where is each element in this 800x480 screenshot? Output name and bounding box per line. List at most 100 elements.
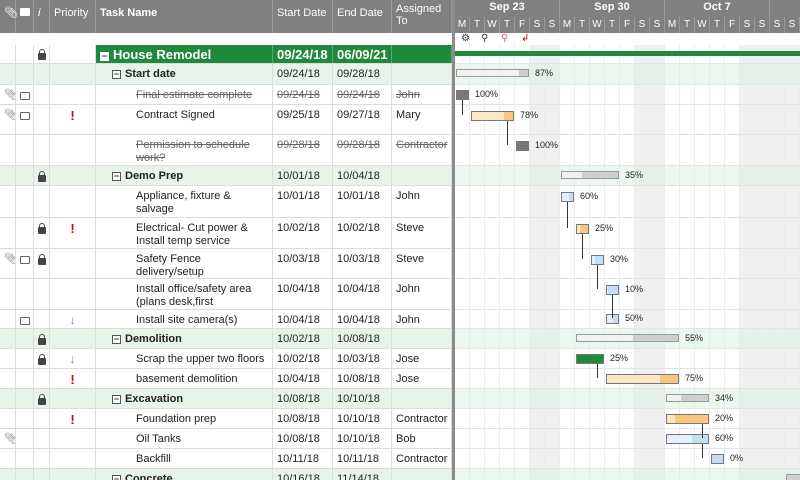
- task-name-cell[interactable]: − Demolition: [96, 329, 273, 348]
- start-cell[interactable]: 10/04/18: [273, 369, 333, 388]
- end-cell[interactable]: 10/04/18: [333, 310, 392, 328]
- assigned-cell[interactable]: Contractor: [392, 409, 452, 428]
- task-bar[interactable]: [711, 454, 724, 464]
- comment-icon[interactable]: [20, 256, 30, 264]
- task-name-cell[interactable]: Permission to schedule work?: [96, 135, 273, 165]
- collapse-toggle[interactable]: −: [112, 69, 121, 79]
- end-cell[interactable]: 10/11/18: [333, 449, 392, 468]
- paperclip-icon[interactable]: 📎︎: [4, 253, 15, 265]
- task-name-cell[interactable]: basement demolition: [96, 369, 273, 388]
- summary-bar[interactable]: [576, 334, 679, 342]
- table-row[interactable]: 📎︎! Contract Signed 09/25/18 09/27/18 Mary: [0, 105, 452, 135]
- critical-path-icon[interactable]: ↲: [521, 33, 530, 44]
- table-row[interactable]: ↓ Install site camera(s) 10/04/18 10/04/18 J…: [0, 310, 452, 329]
- end-cell[interactable]: 10/03/18: [333, 349, 392, 368]
- end-cell[interactable]: 06/09/21: [333, 45, 392, 63]
- zoom-out-icon[interactable]: ⚲: [481, 33, 489, 44]
- summary-bar[interactable]: [456, 69, 529, 77]
- task-name-cell[interactable]: Install office/safety area (plans desk,f…: [96, 279, 273, 309]
- task-name-cell[interactable]: Electrical- Cut power & Install temp ser…: [96, 218, 273, 248]
- assigned-cell[interactable]: [392, 166, 452, 185]
- assigned-cell[interactable]: John: [392, 85, 452, 104]
- end-cell[interactable]: 10/01/18: [333, 186, 392, 217]
- table-row[interactable]: ! Foundation prep 10/08/18 10/10/18 Contract…: [0, 409, 452, 429]
- task-name-cell[interactable]: Scrap the upper two floors: [96, 349, 273, 368]
- end-cell[interactable]: 10/10/18: [333, 429, 392, 448]
- table-row[interactable]: Backfill 10/11/18 10/11/18 Contractor: [0, 449, 452, 469]
- task-bar[interactable]: [471, 111, 514, 121]
- pane-splitter[interactable]: [452, 0, 455, 480]
- collapse-toggle[interactable]: −: [100, 51, 109, 61]
- start-cell[interactable]: 10/02/18: [273, 218, 333, 248]
- assigned-cell[interactable]: Steve: [392, 249, 452, 278]
- task-bar[interactable]: [456, 90, 469, 100]
- collapse-toggle[interactable]: −: [112, 334, 121, 344]
- table-row[interactable]: − Excavation 10/08/18 10/10/18: [0, 389, 452, 409]
- paperclip-icon[interactable]: 📎︎: [4, 89, 15, 101]
- table-row[interactable]: 📎︎ Safety Fence delivery/setup 10/03/18 10/…: [0, 249, 452, 279]
- end-date-column-header[interactable]: End Date: [333, 0, 392, 33]
- end-cell[interactable]: 10/02/18: [333, 218, 392, 248]
- start-cell[interactable]: 10/01/18: [273, 186, 333, 217]
- collapse-toggle[interactable]: −: [112, 394, 121, 404]
- start-cell[interactable]: 10/04/18: [273, 279, 333, 309]
- summary-bar[interactable]: [561, 171, 619, 179]
- table-row[interactable]: − Concrete 10/16/18 11/14/18: [0, 469, 452, 480]
- task-name-cell[interactable]: Foundation prep: [96, 409, 273, 428]
- task-name-cell[interactable]: − Start date: [96, 64, 273, 84]
- attachments-column-header[interactable]: 📎︎: [0, 0, 18, 33]
- comment-icon[interactable]: [20, 92, 30, 100]
- table-row[interactable]: Appliance, fixture & salvage 10/01/18 10/0…: [0, 186, 452, 218]
- task-bar[interactable]: [591, 255, 604, 265]
- project-summary-bar[interactable]: [455, 51, 800, 56]
- assigned-cell[interactable]: Contractor: [392, 449, 452, 468]
- start-cell[interactable]: 10/03/18: [273, 249, 333, 278]
- table-row[interactable]: − Start date 09/24/18 09/28/18: [0, 64, 452, 85]
- task-bar[interactable]: [606, 374, 679, 384]
- table-row[interactable]: 📎︎ Final estimate complete 09/24/18 09/24/1…: [0, 85, 452, 105]
- end-cell[interactable]: 10/08/18: [333, 329, 392, 348]
- assigned-cell[interactable]: Contractor: [392, 135, 452, 165]
- collapse-toggle[interactable]: −: [112, 171, 121, 181]
- task-name-cell[interactable]: − Concrete: [96, 469, 273, 480]
- start-cell[interactable]: 10/08/18: [273, 409, 333, 428]
- task-name-cell[interactable]: − House Remodel: [96, 45, 273, 63]
- start-cell[interactable]: 09/25/18: [273, 105, 333, 134]
- task-name-cell[interactable]: Safety Fence delivery/setup: [96, 249, 273, 278]
- assigned-cell[interactable]: John: [392, 310, 452, 328]
- task-bar[interactable]: [666, 434, 709, 444]
- end-cell[interactable]: 10/03/18: [333, 249, 392, 278]
- start-date-column-header[interactable]: Start Date: [273, 0, 333, 33]
- assigned-to-column-header[interactable]: Assigned To: [392, 0, 452, 33]
- end-cell[interactable]: 10/10/18: [333, 409, 392, 428]
- task-bar[interactable]: [666, 414, 709, 424]
- end-cell[interactable]: 11/14/18: [333, 469, 392, 480]
- summary-bar[interactable]: [786, 474, 800, 480]
- start-cell[interactable]: 10/01/18: [273, 166, 333, 185]
- start-cell[interactable]: 10/04/18: [273, 310, 333, 328]
- start-cell[interactable]: 10/08/18: [273, 429, 333, 448]
- assigned-cell[interactable]: Jose: [392, 349, 452, 368]
- task-name-cell[interactable]: Appliance, fixture & salvage: [96, 186, 273, 217]
- start-cell[interactable]: 09/24/18: [273, 85, 333, 104]
- comments-column-header[interactable]: [16, 0, 34, 33]
- assigned-cell[interactable]: [392, 64, 452, 84]
- paperclip-icon[interactable]: 📎︎: [4, 433, 15, 445]
- task-bar[interactable]: [561, 192, 574, 202]
- end-cell[interactable]: 10/10/18: [333, 389, 392, 408]
- assigned-cell[interactable]: Bob: [392, 429, 452, 448]
- info-column-header[interactable]: i: [34, 0, 50, 33]
- gear-icon[interactable]: ⚙: [461, 33, 470, 44]
- table-row[interactable]: Permission to schedule work? 09/28/18 09/2…: [0, 135, 452, 166]
- end-cell[interactable]: 10/04/18: [333, 166, 392, 185]
- task-name-cell[interactable]: Oil Tanks: [96, 429, 273, 448]
- table-row[interactable]: 📎︎ Oil Tanks 10/08/18 10/10/18 Bob: [0, 429, 452, 449]
- end-cell[interactable]: 10/04/18: [333, 279, 392, 309]
- table-row[interactable]: − Demo Prep 10/01/18 10/04/18: [0, 166, 452, 186]
- table-row[interactable]: ! basement demolition 10/04/18 10/08/18 Jose: [0, 369, 452, 389]
- task-name-cell[interactable]: − Demo Prep: [96, 166, 273, 185]
- collapse-toggle[interactable]: −: [112, 475, 121, 480]
- table-row[interactable]: Install office/safety area (plans desk,f…: [0, 279, 452, 310]
- start-cell[interactable]: 10/02/18: [273, 329, 333, 348]
- table-row[interactable]: − House Remodel 09/24/18 06/09/21: [0, 45, 452, 64]
